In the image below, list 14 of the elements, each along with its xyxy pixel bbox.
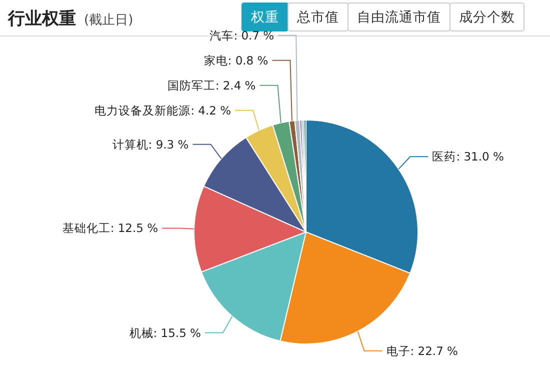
chart-subtitle: (截止日): [84, 13, 134, 28]
slice-label: 医药: 31.0 %: [432, 150, 504, 164]
tab-button: 成分个数: [450, 2, 524, 32]
tab-button: 权重: [242, 2, 288, 32]
slice-label: 国防军工: 2.4 %: [167, 78, 256, 92]
slice-label: 机械: 15.5 %: [129, 326, 202, 340]
slice-label: 计算机: 9.3 %: [112, 137, 189, 152]
tab-button: 总市值: [288, 2, 348, 32]
tab-button: 自由流通市值: [348, 2, 450, 32]
slice-label: 基础化工: 12.5 %: [62, 221, 158, 236]
chart-title: 行业权重: [8, 9, 76, 29]
slice-label: 家电: 0.8 %: [204, 53, 268, 68]
slice-label: 电子: 22.7 %: [386, 344, 458, 358]
slice-label: 电力设备及新能源: 4.2 %: [94, 103, 232, 118]
